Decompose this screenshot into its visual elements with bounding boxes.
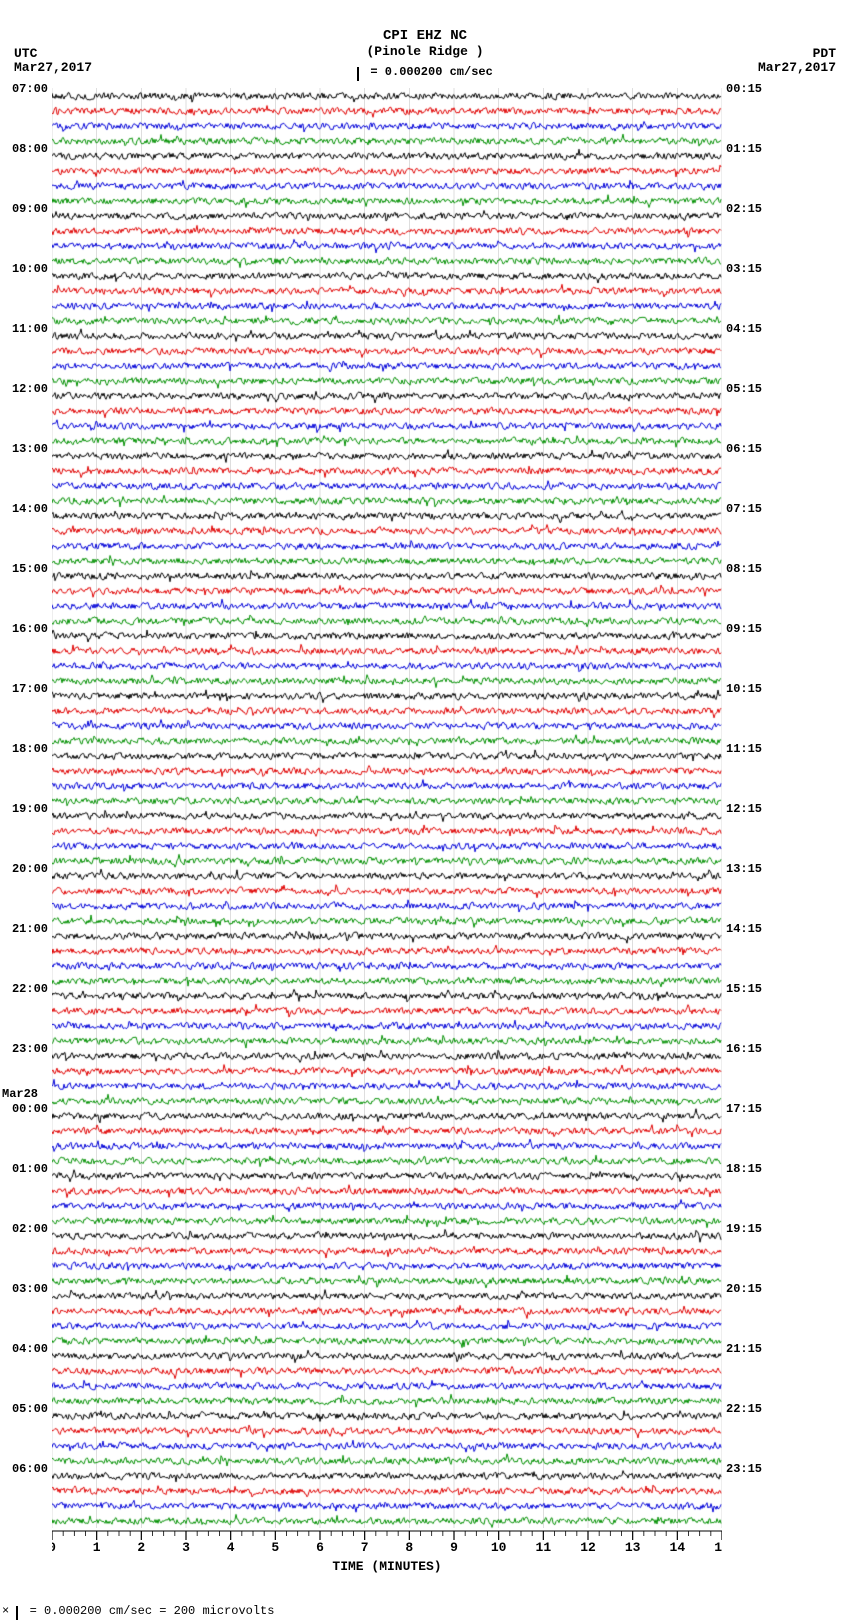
svg-text:3: 3 — [182, 1540, 190, 1552]
utc-time-label: 23:00 — [2, 1042, 48, 1056]
pdt-time-label: 23:15 — [726, 1462, 776, 1476]
x-axis-ticks: 0123456789101112131415 — [52, 1530, 722, 1552]
pdt-time-label: 16:15 — [726, 1042, 776, 1056]
pdt-time-label: 02:15 — [726, 202, 776, 216]
pdt-time-label: 18:15 — [726, 1162, 776, 1176]
pdt-time-label: 12:15 — [726, 802, 776, 816]
pdt-time-label: 13:15 — [726, 862, 776, 876]
pdt-time-label: 22:15 — [726, 1402, 776, 1416]
pdt-time-label: 01:15 — [726, 142, 776, 156]
pdt-time-label: 11:15 — [726, 742, 776, 756]
pdt-time-label: 05:15 — [726, 382, 776, 396]
utc-time-label: 18:00 — [2, 742, 48, 756]
pdt-time-label: 09:15 — [726, 622, 776, 636]
utc-time-label: 16:00 — [2, 622, 48, 636]
pdt-time-label: 14:15 — [726, 922, 776, 936]
svg-text:8: 8 — [405, 1540, 413, 1552]
svg-text:4: 4 — [227, 1540, 235, 1552]
x-axis: 0123456789101112131415 TIME (MINUTES) — [52, 1530, 722, 1574]
scale-bar-icon — [16, 1606, 18, 1620]
pdt-time-label: 15:15 — [726, 982, 776, 996]
station-code: CPI EHZ NC — [0, 28, 850, 44]
date-right: Mar27,2017 — [758, 60, 836, 75]
utc-time-label: 04:00 — [2, 1342, 48, 1356]
pdt-time-label: 10:15 — [726, 682, 776, 696]
utc-time-label: 07:00 — [2, 82, 48, 96]
svg-text:5: 5 — [271, 1540, 279, 1552]
tz-right: PDT — [813, 46, 836, 61]
utc-time-label: 09:00 — [2, 202, 48, 216]
pdt-time-label: 21:15 — [726, 1342, 776, 1356]
pdt-time-label: 03:15 — [726, 262, 776, 276]
scale-note: = 0.000200 cm/sec — [0, 65, 850, 79]
footer-scale: × = 0.000200 cm/sec = 200 microvolts — [2, 1604, 274, 1618]
svg-text:1: 1 — [93, 1540, 101, 1552]
utc-time-label: 19:00 — [2, 802, 48, 816]
pdt-time-label: 08:15 — [726, 562, 776, 576]
utc-time-label: 22:00 — [2, 982, 48, 996]
footer-prefix: × — [2, 1604, 9, 1618]
utc-time-label: 08:00 — [2, 142, 48, 156]
svg-text:10: 10 — [491, 1540, 507, 1552]
x-axis-label: TIME (MINUTES) — [52, 1559, 722, 1574]
utc-time-label: 06:00 — [2, 1462, 48, 1476]
seismogram-container: CPI EHZ NC (Pinole Ridge ) = 0.000200 cm… — [0, 0, 850, 1613]
svg-text:0: 0 — [52, 1540, 56, 1552]
svg-text:6: 6 — [316, 1540, 324, 1552]
footer-text: = 0.000200 cm/sec = 200 microvolts — [30, 1604, 275, 1618]
pdt-time-label: 04:15 — [726, 322, 776, 336]
svg-text:14: 14 — [670, 1540, 686, 1552]
utc-time-label: 03:00 — [2, 1282, 48, 1296]
pdt-time-label: 06:15 — [726, 442, 776, 456]
scale-text: = 0.000200 cm/sec — [370, 65, 492, 79]
pdt-time-label: 07:15 — [726, 502, 776, 516]
pdt-time-label: 20:15 — [726, 1282, 776, 1296]
utc-time-label: 15:00 — [2, 562, 48, 576]
pdt-time-label: 19:15 — [726, 1222, 776, 1236]
helicorder-plot: 07:0000:1508:0001:1509:0002:1510:0003:15… — [52, 88, 722, 1528]
trace-row — [52, 1513, 722, 1529]
utc-time-label: 20:00 — [2, 862, 48, 876]
utc-time-label: 01:00 — [2, 1162, 48, 1176]
tz-left: UTC — [14, 46, 37, 61]
scale-bar-icon — [357, 67, 359, 81]
utc-time-label: 02:00 — [2, 1222, 48, 1236]
svg-text:11: 11 — [536, 1540, 552, 1552]
utc-time-label: 10:00 — [2, 262, 48, 276]
date-change-label: Mar28 — [2, 1087, 48, 1101]
utc-time-label: 14:00 — [2, 502, 48, 516]
utc-time-label: 11:00 — [2, 322, 48, 336]
pdt-time-label: 00:15 — [726, 82, 776, 96]
utc-time-label: 05:00 — [2, 1402, 48, 1416]
svg-text:7: 7 — [361, 1540, 369, 1552]
pdt-time-label: 17:15 — [726, 1102, 776, 1116]
svg-text:9: 9 — [450, 1540, 458, 1552]
date-left: Mar27,2017 — [14, 60, 92, 75]
svg-text:13: 13 — [625, 1540, 641, 1552]
utc-time-label: 00:00 — [2, 1102, 48, 1116]
utc-time-label: 17:00 — [2, 682, 48, 696]
svg-text:12: 12 — [580, 1540, 596, 1552]
utc-time-label: 13:00 — [2, 442, 48, 456]
utc-time-label: 12:00 — [2, 382, 48, 396]
svg-text:15: 15 — [714, 1540, 722, 1552]
header: CPI EHZ NC (Pinole Ridge ) = 0.000200 cm… — [0, 28, 850, 79]
svg-text:2: 2 — [137, 1540, 145, 1552]
utc-time-label: 21:00 — [2, 922, 48, 936]
station-location: (Pinole Ridge ) — [0, 44, 850, 59]
